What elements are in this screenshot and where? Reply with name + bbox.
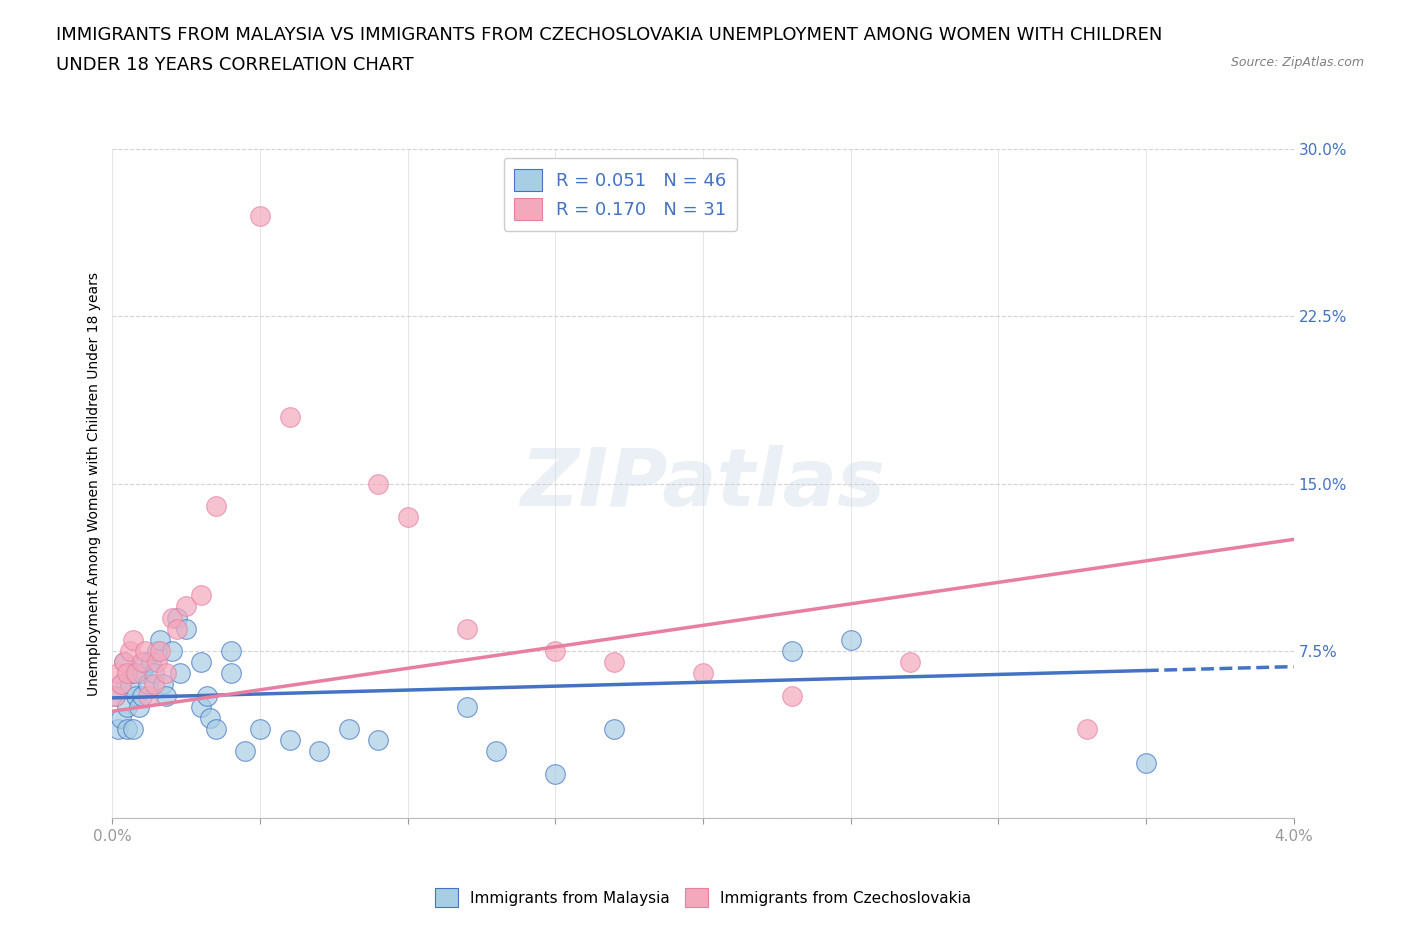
Point <box>146 655 169 670</box>
Point <box>780 644 803 658</box>
Point <box>456 699 478 714</box>
Point <box>219 644 242 658</box>
Text: Source: ZipAtlas.com: Source: ZipAtlas.com <box>1230 56 1364 69</box>
Point <box>205 722 228 737</box>
Point <box>898 655 921 670</box>
Point <box>219 666 242 681</box>
Point <box>110 677 132 692</box>
Point <box>104 688 127 703</box>
Point <box>152 677 174 692</box>
Point <box>692 666 714 681</box>
Point <box>190 655 212 670</box>
Point <box>337 722 360 737</box>
Point <box>1076 722 1098 737</box>
Point <box>149 644 172 658</box>
Point <box>139 655 162 670</box>
Point <box>128 699 150 714</box>
Point <box>112 655 135 670</box>
Point <box>149 632 172 647</box>
Point <box>780 688 803 703</box>
Point <box>278 409 301 424</box>
Point <box>110 677 132 692</box>
Point <box>249 722 271 737</box>
Point <box>233 744 256 759</box>
Text: ZIPatlas: ZIPatlas <box>520 445 886 523</box>
Point <box>122 632 145 647</box>
Point <box>155 688 177 703</box>
Point <box>169 666 191 681</box>
Point <box>125 666 148 681</box>
Point <box>839 632 862 647</box>
Legend: R = 0.051   N = 46, R = 0.170   N = 31: R = 0.051 N = 46, R = 0.170 N = 31 <box>503 158 737 231</box>
Point <box>205 498 228 513</box>
Point <box>122 666 145 681</box>
Point <box>120 644 142 658</box>
Point <box>122 722 145 737</box>
Point <box>117 722 138 737</box>
Point <box>155 666 177 681</box>
Point <box>603 655 626 670</box>
Point <box>174 599 197 614</box>
Point <box>190 588 212 603</box>
Point <box>136 677 159 692</box>
Point <box>142 666 165 681</box>
Point <box>112 655 135 670</box>
Point <box>249 208 271 223</box>
Point <box>367 476 389 491</box>
Point <box>146 644 169 658</box>
Point <box>131 666 153 681</box>
Text: IMMIGRANTS FROM MALAYSIA VS IMMIGRANTS FROM CZECHOSLOVAKIA UNEMPLOYMENT AMONG WO: IMMIGRANTS FROM MALAYSIA VS IMMIGRANTS F… <box>56 26 1163 44</box>
Point <box>160 610 183 625</box>
Point <box>603 722 626 737</box>
Point <box>134 644 156 658</box>
Point <box>117 666 138 681</box>
Point <box>190 699 212 714</box>
Point <box>367 733 389 748</box>
Point <box>195 688 218 703</box>
Point <box>134 655 156 670</box>
Point <box>125 688 148 703</box>
Y-axis label: Unemployment Among Women with Children Under 18 years: Unemployment Among Women with Children U… <box>87 272 101 696</box>
Point <box>107 666 129 681</box>
Point <box>174 621 197 636</box>
Point <box>136 688 159 703</box>
Point <box>544 766 567 781</box>
Point <box>131 655 153 670</box>
Point <box>110 711 132 725</box>
Point <box>278 733 301 748</box>
Legend: Immigrants from Malaysia, Immigrants from Czechoslovakia: Immigrants from Malaysia, Immigrants fro… <box>429 883 977 913</box>
Text: UNDER 18 YEARS CORRELATION CHART: UNDER 18 YEARS CORRELATION CHART <box>56 56 413 73</box>
Point <box>131 688 153 703</box>
Point <box>544 644 567 658</box>
Point <box>117 699 138 714</box>
Point <box>198 711 221 725</box>
Point <box>1135 755 1157 770</box>
Point <box>456 621 478 636</box>
Point <box>166 610 188 625</box>
Point <box>107 722 129 737</box>
Point <box>485 744 508 759</box>
Point <box>104 688 127 703</box>
Point <box>166 621 188 636</box>
Point <box>308 744 330 759</box>
Point <box>160 644 183 658</box>
Point <box>396 510 419 525</box>
Point <box>120 677 142 692</box>
Point <box>142 677 165 692</box>
